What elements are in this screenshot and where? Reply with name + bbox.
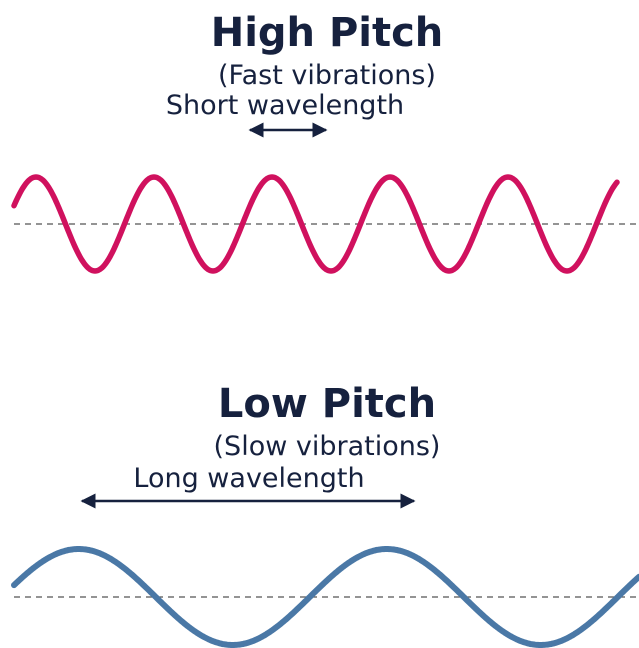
high-pitch-wave <box>11 174 620 274</box>
low-pitch-subtitle: (Slow vibrations) <box>214 431 441 462</box>
high-pitch-section: High Pitch (Fast vibrations) Short wavel… <box>11 10 639 274</box>
high-pitch-subtitle: (Fast vibrations) <box>218 60 436 91</box>
low-pitch-section: Low Pitch (Slow vibrations) Long wavelen… <box>11 381 639 648</box>
low-pitch-title: Low Pitch <box>218 381 436 427</box>
low-pitch-wave <box>11 546 639 648</box>
long-wavelength-label: Long wavelength <box>133 463 364 494</box>
high-pitch-title: High Pitch <box>211 10 444 56</box>
short-wavelength-label: Short wavelength <box>166 90 404 121</box>
